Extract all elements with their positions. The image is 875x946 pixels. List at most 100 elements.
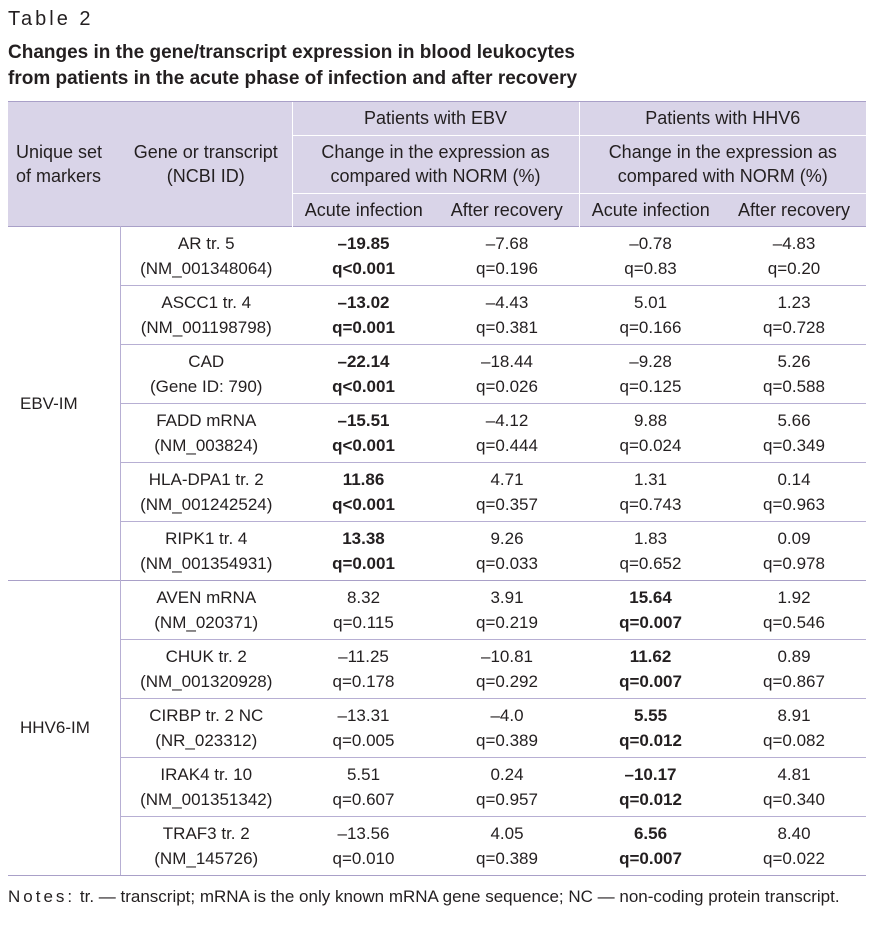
header-ebv-after: After recovery xyxy=(435,193,580,226)
value-cell-ebv-acute: 11.86 q<0.001 xyxy=(292,462,435,522)
change-value: –18.44 xyxy=(481,351,533,371)
change-value: 0.09 xyxy=(777,528,811,548)
q-value: q=0.125 xyxy=(619,376,682,396)
q-value: q=0.389 xyxy=(476,730,538,750)
q-value: q<0.001 xyxy=(332,376,395,396)
gene-cell: AR tr. 5 (NM_001348064) xyxy=(120,225,292,286)
value-cell-ebv-acute: 13.38 q=0.001 xyxy=(292,521,435,580)
q-value: q=0.957 xyxy=(476,789,538,809)
change-value: 11.86 xyxy=(342,469,385,489)
q-value: q=0.166 xyxy=(619,317,682,337)
q-value: q=0.022 xyxy=(763,848,825,868)
group-label: HHV6-IM xyxy=(8,579,121,875)
change-value: 9.88 xyxy=(633,410,668,430)
change-value: 8.40 xyxy=(777,823,811,843)
q-value: q=0.546 xyxy=(763,612,825,632)
gene-id: (NM_001348064) xyxy=(140,258,273,278)
gene-id: (NM_003824) xyxy=(154,435,259,455)
q-value: q=0.010 xyxy=(332,848,395,868)
value-cell-hhv6-after: 0.89 q=0.867 xyxy=(722,639,867,699)
change-value: 0.14 xyxy=(777,469,811,489)
change-value: –19.85 xyxy=(337,233,390,253)
q-value: q=0.340 xyxy=(763,789,825,809)
value-cell-hhv6-acute: 5.01 q=0.166 xyxy=(579,285,723,345)
table-row: FADD mRNA (NM_003824) –15.51 q<0.001 –4.12 q=… xyxy=(8,403,867,463)
value-cell-ebv-acute: –13.31 q=0.005 xyxy=(292,698,435,758)
change-value: 1.23 xyxy=(777,292,811,312)
gene-cell: AVEN mRNA (NM_020371) xyxy=(120,579,292,640)
value-cell-hhv6-acute: 6.56 q=0.007 xyxy=(579,816,722,875)
change-value: –0.78 xyxy=(629,233,672,253)
gene-id: (NM_001354931) xyxy=(140,553,273,573)
data-table: Unique set of markers Gene or transcript… xyxy=(8,101,867,876)
q-value: q=0.978 xyxy=(763,553,825,573)
change-value: –4.12 xyxy=(485,410,529,430)
header-gene: Gene or transcript (NCBI ID) xyxy=(120,102,292,226)
q-value: q=0.007 xyxy=(619,848,682,868)
gene-name: AVEN mRNA xyxy=(156,587,257,607)
change-value: –4.0 xyxy=(490,705,524,725)
q-value: q=0.292 xyxy=(476,671,538,691)
q-value: q=0.026 xyxy=(476,376,538,396)
q-value: q=0.005 xyxy=(332,730,395,750)
gene-id: (NM_145726) xyxy=(154,848,259,868)
q-value: q=0.219 xyxy=(476,612,538,632)
value-cell-hhv6-after: 5.66 q=0.349 xyxy=(722,403,867,463)
change-value: –15.51 xyxy=(337,410,390,430)
header-hhv6-after: After recovery xyxy=(722,193,867,226)
change-value: –13.02 xyxy=(337,292,390,312)
change-value: 5.55 xyxy=(633,705,668,725)
value-cell-ebv-acute: 5.51 q=0.607 xyxy=(292,757,435,817)
gene-name: FADD mRNA xyxy=(156,410,257,430)
header-change-hhv6: Change in the expression as compared wit… xyxy=(578,135,867,194)
table-body: EBV-IM AR tr. 5 (NM_001348064) –19.85 q<0.00… xyxy=(8,225,867,875)
gene-cell: CIRBP tr. 2 NC (NR_023312) xyxy=(120,698,292,758)
table-row: RIPK1 tr. 4 (NM_001354931) 13.38 q=0.001 9.2… xyxy=(8,521,866,580)
change-value: –22.14 xyxy=(337,351,390,371)
value-cell-ebv-after: –18.44 q=0.026 xyxy=(435,344,580,404)
gene-name: CHUK tr. 2 xyxy=(165,646,247,666)
value-cell-hhv6-acute: –9.28 q=0.125 xyxy=(579,344,723,404)
change-value: –4.43 xyxy=(485,292,529,312)
gene-id: (Gene ID: 790) xyxy=(150,376,263,396)
change-value: –13.31 xyxy=(337,705,390,725)
table-row: CIRBP tr. 2 NC (NR_023312) –13.31 q=0.005 –4… xyxy=(8,698,867,758)
gene-cell: RIPK1 tr. 4 (NM_001354931) xyxy=(120,521,292,580)
change-value: 6.56 xyxy=(633,823,668,843)
gene-cell: TRAF3 tr. 2 (NM_145726) xyxy=(120,816,292,875)
change-value: 5.26 xyxy=(777,351,811,371)
value-cell-ebv-acute: –19.85 q<0.001 xyxy=(292,225,435,286)
table-row: ASCC1 tr. 4 (NM_001198798) –13.02 q=0.001 –4… xyxy=(8,285,867,345)
gene-name: HLA-DPA1 tr. 2 xyxy=(148,469,264,489)
value-cell-ebv-after: –10.81 q=0.292 xyxy=(435,639,580,699)
q-value: q=0.007 xyxy=(619,612,682,632)
table-row: HHV6-IM AVEN mRNA (NM_020371) 8.32 q=0.115 3.… xyxy=(8,579,867,875)
value-cell-ebv-after: 0.24 q=0.957 xyxy=(435,757,580,817)
q-value: q<0.001 xyxy=(332,258,395,278)
q-value: q=0.20 xyxy=(767,258,821,278)
gene-cell: IRAK4 tr. 10 (NM_001351342) xyxy=(120,757,292,817)
q-value: q=0.012 xyxy=(619,789,682,809)
q-value: q=0.178 xyxy=(332,671,395,691)
gene-id: (NM_001320928) xyxy=(140,671,273,691)
change-value: –10.81 xyxy=(481,646,533,666)
header-group-hhv6: Patients with HHV6 xyxy=(578,102,867,136)
change-value: –9.28 xyxy=(629,351,672,371)
q-value: q=0.83 xyxy=(624,258,677,278)
gene-id: (NR_023312) xyxy=(155,730,258,750)
value-cell-ebv-acute: –13.56 q=0.010 xyxy=(292,816,435,875)
value-cell-ebv-after: 9.26 q=0.033 xyxy=(435,521,579,580)
q-value: q=0.381 xyxy=(476,317,538,337)
q-value: q=0.001 xyxy=(332,317,395,337)
value-cell-hhv6-after: 8.40 q=0.022 xyxy=(722,816,866,875)
value-cell-hhv6-after: 1.23 q=0.728 xyxy=(722,285,867,345)
header-group-ebv: Patients with EBV xyxy=(291,102,580,136)
change-value: 0.89 xyxy=(777,646,811,666)
value-cell-ebv-acute: 8.32 q=0.115 xyxy=(292,579,435,640)
table-row: HLA-DPA1 tr. 2 (NM_001242524) 11.86 q<0.001… xyxy=(8,462,867,522)
change-value: –4.83 xyxy=(772,233,816,253)
value-cell-hhv6-acute: 5.55 q=0.012 xyxy=(579,698,723,758)
change-value: 5.51 xyxy=(346,764,381,784)
group-label: EBV-IM xyxy=(8,225,121,580)
value-cell-hhv6-acute: 11.62 q=0.007 xyxy=(579,639,723,699)
